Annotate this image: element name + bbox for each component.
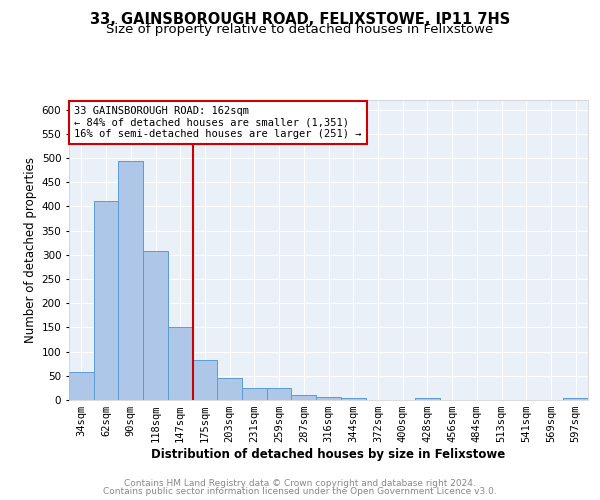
Bar (217, 378, 242, 400)
Y-axis label: Number of detached properties: Number of detached properties (25, 157, 37, 343)
Text: 33 GAINSBOROUGH ROAD: 162sqm
← 84% of detached houses are smaller (1,351)
16% of: 33 GAINSBOROUGH ROAD: 162sqm ← 84% of de… (74, 106, 362, 139)
Text: Contains public sector information licensed under the Open Government Licence v3: Contains public sector information licen… (103, 487, 497, 496)
Bar (267, 388, 292, 400)
Bar (118, 161, 143, 400)
Bar (316, 396, 341, 400)
Bar (94, 201, 118, 400)
Bar (415, 398, 440, 400)
Bar (341, 398, 365, 400)
Bar (563, 398, 588, 400)
Text: Size of property relative to detached houses in Felixstowe: Size of property relative to detached ho… (106, 22, 494, 36)
X-axis label: Distribution of detached houses by size in Felixstowe: Distribution of detached houses by size … (151, 448, 506, 461)
Text: Contains HM Land Registry data © Crown copyright and database right 2024.: Contains HM Land Registry data © Crown c… (124, 478, 476, 488)
Bar (69, 372, 94, 400)
Bar (292, 395, 316, 400)
Text: 33, GAINSBOROUGH ROAD, FELIXSTOWE, IP11 7HS: 33, GAINSBOROUGH ROAD, FELIXSTOWE, IP11 … (90, 12, 510, 28)
Bar (143, 252, 168, 400)
Bar (168, 328, 193, 400)
Bar (242, 388, 267, 400)
Bar (193, 360, 217, 400)
